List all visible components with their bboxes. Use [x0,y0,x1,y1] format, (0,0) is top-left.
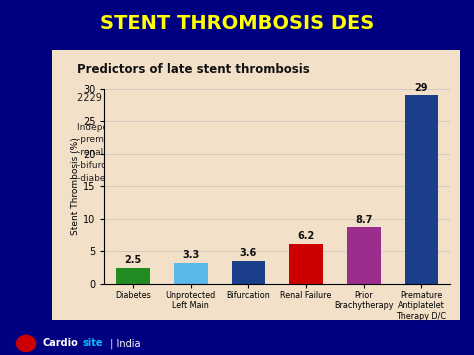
Text: 8.7: 8.7 [355,215,373,225]
Text: site: site [83,338,103,349]
Bar [347,228,381,284]
Bar [290,244,323,284]
Text: 3.3: 3.3 [182,250,200,260]
Text: Cardio: Cardio [43,338,78,349]
Text: 29: 29 [415,83,428,93]
Ellipse shape [17,335,36,351]
Text: 3.6: 3.6 [240,248,257,258]
Text: Independent predictors of late ST (>30 days < 9 mo)
-premature antiplatelet ther: Independent predictors of late ST (>30 d… [77,122,318,183]
Bar [174,263,208,284]
Text: | India: | India [107,338,140,349]
Text: Predictors of late stent thrombosis: Predictors of late stent thrombosis [77,63,310,76]
Bar [232,261,265,284]
Y-axis label: Stent Thrombosis (%): Stent Thrombosis (%) [71,137,80,235]
Text: 6.2: 6.2 [298,231,315,241]
Text: 2229 consecutive patients at 3 centers: 2229 consecutive patients at 3 centers [77,93,268,103]
Text: STENT THROMBOSIS DES: STENT THROMBOSIS DES [100,13,374,33]
Bar [117,268,150,284]
Text: 2.5: 2.5 [125,255,142,265]
Bar [405,95,438,284]
